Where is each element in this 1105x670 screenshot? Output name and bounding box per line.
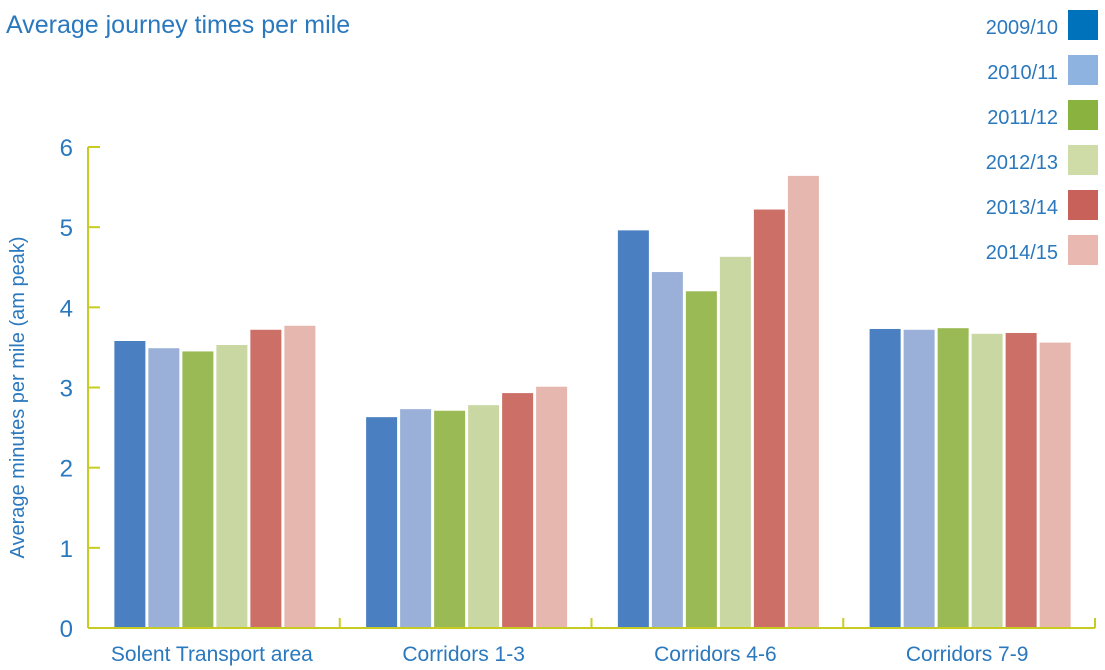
legend-swatch — [1068, 190, 1098, 220]
y-tick-label: 0 — [60, 616, 73, 643]
legend-swatch — [1068, 100, 1098, 130]
y-tick-label: 4 — [60, 295, 73, 322]
bar — [937, 328, 969, 628]
legend-swatch — [1068, 145, 1098, 175]
chart-title: Average journey times per mile — [6, 11, 351, 39]
legend: 2009/10 2010/11 2011/12 2012/13 2013/14 2014/… — [986, 10, 1098, 265]
y-axis: 0 1 2 3 4 5 6 Average minutes per mile (am peak… — [7, 135, 100, 643]
legend-swatch — [1068, 235, 1098, 265]
bars — [114, 175, 1071, 629]
legend-swatch — [1068, 55, 1098, 85]
bar — [617, 230, 649, 628]
bar — [250, 329, 282, 628]
bar — [216, 345, 248, 628]
x-tick-label: Corridors 4-6 — [654, 643, 777, 666]
y-tick-label: 2 — [60, 456, 73, 483]
bar — [869, 328, 901, 628]
bar — [787, 175, 819, 629]
x-tick-label: Corridors 1-3 — [402, 643, 525, 666]
bar — [685, 291, 717, 628]
bar — [536, 386, 568, 628]
bar — [651, 272, 683, 628]
x-tick-label: Corridors 7-9 — [906, 643, 1029, 666]
legend-label: 2011/12 — [987, 107, 1058, 129]
bar — [468, 405, 500, 628]
y-axis-label: Average minutes per mile (am peak) — [7, 237, 29, 559]
y-tick-label: 1 — [60, 536, 73, 563]
y-tick-label: 6 — [60, 135, 73, 162]
legend-label: 2013/14 — [986, 197, 1058, 219]
legend-swatch — [1068, 10, 1098, 40]
bar — [182, 351, 214, 628]
bar — [148, 348, 180, 628]
bar — [434, 410, 466, 628]
x-axis: Solent Transport area Corridors 1-3 Corrid… — [88, 618, 1096, 666]
y-tick-label: 5 — [60, 215, 73, 242]
bar — [753, 209, 785, 628]
bar — [1039, 342, 1071, 628]
legend-label: 2010/11 — [987, 62, 1058, 84]
legend-label: 2009/10 — [986, 17, 1058, 39]
bar — [719, 256, 751, 628]
legend-label: 2014/15 — [986, 242, 1058, 264]
bar — [400, 409, 432, 628]
bar — [366, 417, 398, 628]
bar — [971, 333, 1003, 628]
bar — [284, 325, 316, 628]
y-tick-label: 3 — [60, 376, 73, 403]
bar — [903, 329, 935, 628]
bar — [1005, 332, 1037, 628]
bar — [114, 341, 146, 628]
x-tick-label: Solent Transport area — [111, 643, 313, 666]
bar — [502, 393, 534, 628]
legend-label: 2012/13 — [986, 152, 1058, 174]
